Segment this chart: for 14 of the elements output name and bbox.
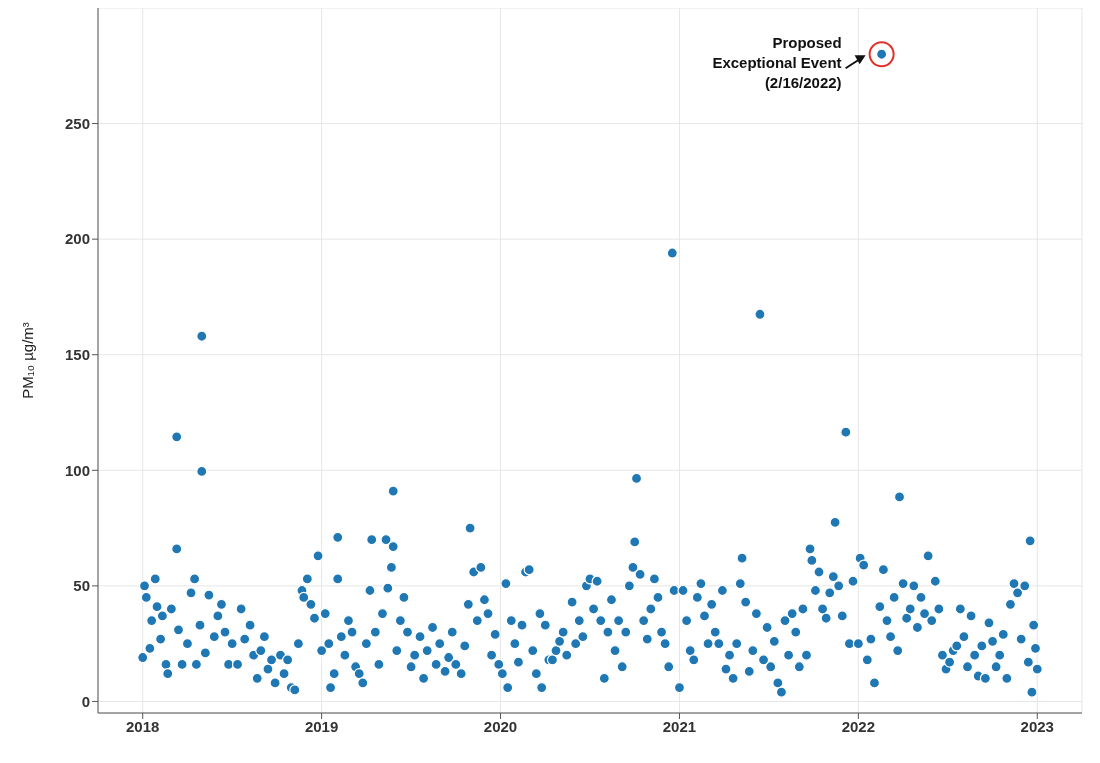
y-tick-label: 0 [81, 692, 90, 710]
x-tick-label: 2018 [126, 717, 160, 735]
annotation: Proposed Exceptional Event (2/16/2022) [712, 34, 842, 92]
y-tick-label: 200 [64, 230, 90, 248]
y-tick-label: 50 [73, 577, 90, 595]
y-tick-label: 100 [64, 461, 90, 479]
x-tick-label: 2019 [304, 717, 339, 735]
x-tick-label: 2022 [841, 717, 876, 735]
y-tick-label: 150 [64, 346, 90, 364]
x-tick-label: 2020 [483, 717, 518, 735]
x-tick-label: 2021 [662, 717, 697, 735]
y-tick-label: 250 [64, 114, 90, 132]
x-tick-label: 2023 [1020, 717, 1054, 735]
y-axis-title: PM₁₀ µg/m³ [19, 322, 37, 399]
